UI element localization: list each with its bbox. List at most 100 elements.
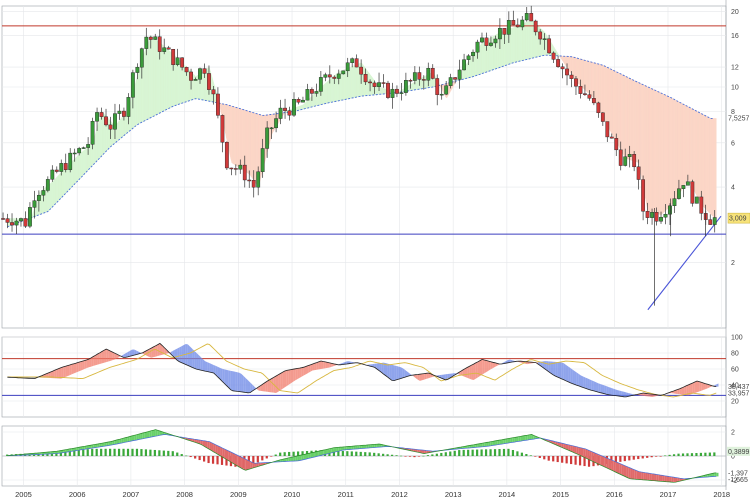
candle-body — [130, 72, 135, 98]
candle-body — [377, 82, 381, 87]
macd-bull-ribbon — [134, 434, 137, 441]
osc-bear-fill — [372, 363, 375, 368]
osc-y-tick: 100 — [731, 335, 743, 342]
osc-bear-fill — [398, 366, 401, 380]
macd-hist-bar-positive — [292, 451, 295, 456]
macd-bear-ribbon — [572, 445, 575, 453]
macd-bull-ribbon — [503, 438, 506, 444]
candle-body — [556, 59, 560, 67]
osc-y-tick: 20 — [731, 399, 739, 406]
macd-bear-ribbon — [205, 440, 208, 449]
candle-body — [444, 85, 449, 95]
candle-body — [10, 222, 14, 226]
osc-bull-fill — [95, 354, 98, 366]
candle-body — [157, 36, 162, 52]
macd-bear-ribbon — [619, 463, 622, 475]
osc-bull-fill — [305, 365, 309, 375]
price-y-tick: 2 — [731, 260, 735, 267]
candle-body — [296, 99, 301, 103]
macd-bear-ribbon — [587, 449, 590, 460]
macd-hist-bar-positive — [283, 452, 286, 456]
osc-bull-fill — [692, 382, 695, 394]
osc-bull-fill — [273, 376, 276, 393]
osc-bull-fill — [151, 346, 154, 358]
price-candle — [587, 90, 592, 101]
osc-bull-fill — [65, 365, 68, 377]
osc-bear-fill — [621, 391, 624, 397]
osc-bear-fill — [555, 361, 558, 377]
price-candle — [708, 214, 713, 225]
osc-bear-fill — [394, 365, 397, 381]
macd-bull-ribbon — [505, 438, 508, 444]
price-candle — [19, 217, 23, 227]
candle-body — [14, 220, 19, 226]
candle-body — [403, 80, 408, 93]
price-candle — [336, 69, 341, 85]
candle-body — [175, 57, 180, 65]
macd-bull-ribbon — [323, 449, 326, 455]
candle-body — [336, 73, 341, 79]
macd-bull-ribbon — [58, 450, 62, 454]
price-candle — [623, 148, 628, 167]
macd-hist-bar-negative — [650, 456, 653, 458]
candle-body — [50, 169, 55, 180]
osc-bull-fill — [303, 366, 306, 376]
price-candle — [193, 77, 198, 81]
price-candle — [59, 159, 64, 176]
macd-hist-bar-negative — [408, 456, 412, 457]
macd-y-tick: -2 — [731, 478, 737, 485]
candle-body — [247, 179, 252, 182]
price-candle — [672, 191, 677, 213]
osc-bull-fill — [482, 359, 485, 375]
candle-body — [417, 72, 422, 80]
x-tick-label: 2009 — [230, 490, 247, 499]
last-price-badge — [727, 212, 750, 224]
osc-bear-fill — [215, 365, 218, 378]
macd-hist-bar-positive — [144, 449, 148, 456]
macd-bull-ribbon — [288, 457, 291, 462]
price-candle — [292, 92, 296, 117]
macd-hist-bar-positive — [77, 449, 80, 456]
candle-body — [448, 77, 453, 86]
osc-bear-fill — [189, 346, 193, 368]
osc-bull-fill — [271, 377, 274, 393]
osc-bull-fill — [155, 344, 158, 357]
macd-bear-ribbon — [643, 472, 646, 481]
price-candle — [32, 190, 37, 219]
macd-bear-ribbon — [207, 441, 210, 450]
price-candle — [578, 79, 583, 99]
price-candle — [166, 45, 171, 50]
macd-bear-ribbon — [664, 475, 667, 482]
candle-body — [323, 74, 328, 78]
osc-bear-fill — [589, 379, 592, 391]
candle-body — [63, 163, 68, 170]
price-candle — [471, 49, 475, 62]
price-candle — [301, 96, 305, 103]
macd-bear-ribbon — [415, 449, 418, 453]
osc-bull-fill — [97, 352, 100, 365]
macd-bull-ribbon — [314, 451, 317, 457]
osc-bull-fill — [275, 374, 279, 393]
macd-bull-ribbon — [301, 454, 304, 461]
price-candle — [104, 108, 108, 127]
macd-hist-bar-positive — [274, 454, 277, 456]
macd-bull-ribbon — [522, 435, 526, 441]
macd-bear-ribbon — [621, 464, 624, 476]
macd-bull-ribbon — [499, 439, 502, 445]
candle-body — [654, 212, 659, 222]
macd-hist-bar-positive — [664, 455, 667, 457]
candle-body — [623, 156, 628, 166]
osc-bear-fill — [505, 360, 508, 364]
macd-bull-ribbon — [516, 436, 519, 442]
macd-bull-ribbon — [495, 440, 498, 446]
macd-bear-ribbon — [200, 440, 203, 446]
macd-hist-bar-positive — [672, 454, 676, 456]
macd-bull-ribbon — [714, 472, 717, 477]
osc-bull-fill — [428, 373, 431, 379]
macd-hist-bar-negative — [534, 456, 537, 457]
macd-bull-ribbon — [136, 434, 139, 441]
osc-bull-fill — [256, 386, 259, 391]
osc-bear-fill — [604, 385, 607, 395]
price-candle — [542, 33, 547, 50]
